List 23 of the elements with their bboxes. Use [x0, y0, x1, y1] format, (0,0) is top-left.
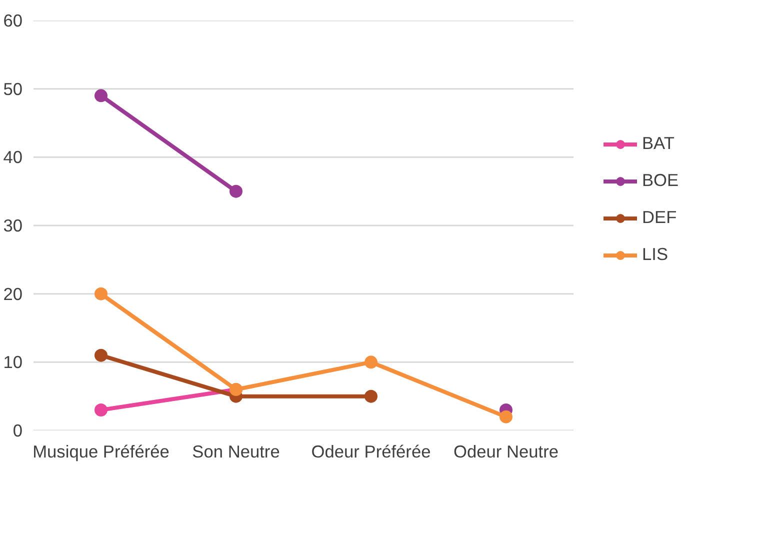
point: [230, 184, 242, 198]
y-tick-label: 10: [3, 352, 23, 372]
legend-label: DEF: [642, 207, 677, 228]
legend-label: BOE: [642, 170, 679, 191]
x-tick-label: Son Neutre: [192, 442, 280, 462]
y-tick-label: 60: [3, 10, 23, 30]
point: [364, 356, 378, 369]
y-tick-label: 30: [3, 216, 23, 236]
point: [364, 390, 378, 403]
x-tick-label: Odeur Neutre: [454, 442, 558, 462]
point: [94, 287, 108, 300]
x-tick-label: Odeur Préférée: [311, 442, 431, 462]
y-tick-label: 20: [3, 284, 23, 304]
y-tick-label: 0: [12, 420, 23, 440]
legend-label: BAT: [642, 133, 674, 154]
y-tick-label: 40: [3, 147, 23, 168]
point: [94, 404, 108, 416]
point: [94, 348, 108, 362]
point: [500, 410, 512, 424]
legend-label: LIS: [642, 244, 668, 265]
point: [94, 89, 108, 102]
y-tick-label: 50: [3, 78, 23, 99]
x-tick-label: Musique Préférée: [32, 442, 170, 462]
